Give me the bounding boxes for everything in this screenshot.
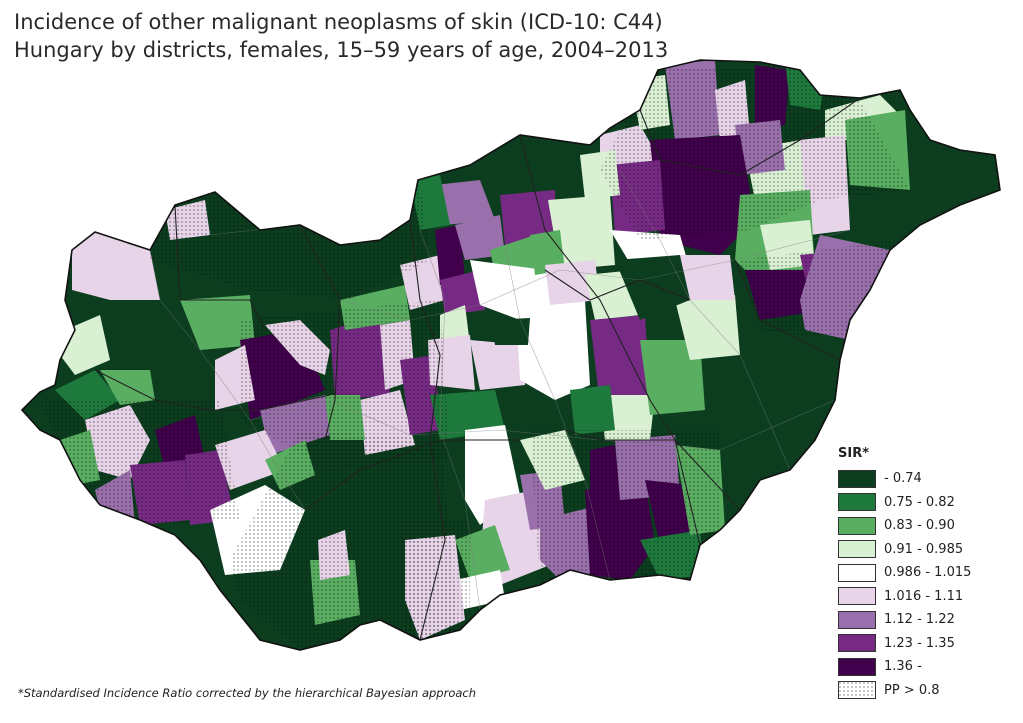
legend-swatch xyxy=(838,516,876,535)
county-border xyxy=(564,429,701,546)
district-region xyxy=(515,290,590,400)
district-region xyxy=(615,255,690,320)
legend-label: 1.016 - 1.11 xyxy=(884,588,964,604)
district-region xyxy=(72,232,160,300)
legend-label: 1.12 - 1.22 xyxy=(884,612,955,628)
county-border xyxy=(174,204,266,331)
county-borders xyxy=(94,97,861,641)
district-region xyxy=(440,270,485,315)
district-region xyxy=(640,340,705,415)
district-region xyxy=(675,295,740,360)
legend-row: 1.016 - 1.11 xyxy=(838,585,1018,609)
legend-row: - 0.74 xyxy=(838,467,1018,491)
county-border xyxy=(544,269,691,301)
district-region xyxy=(548,195,615,270)
legend-swatch xyxy=(838,634,876,653)
legend: SIR* - 0.74 0.75 - 0.82 0.83 - 0.90 0.91 - … xyxy=(838,446,1018,702)
district-region xyxy=(435,180,495,225)
legend-row-pp: PP > 0.8 xyxy=(838,679,1018,703)
district-region xyxy=(455,215,505,260)
title-line-1: Incidence of other malignant neoplasms o… xyxy=(14,10,663,34)
legend-label: 1.23 - 1.35 xyxy=(884,635,955,651)
district-region xyxy=(545,260,600,305)
district-region xyxy=(530,230,565,275)
district-region xyxy=(680,255,735,300)
legend-row: 0.91 - 0.985 xyxy=(838,538,1018,562)
county-border xyxy=(639,97,861,176)
legend-label: 0.83 - 0.90 xyxy=(884,518,955,534)
county-border xyxy=(734,259,841,361)
border-line xyxy=(419,229,481,611)
legend-label: 1.36 - xyxy=(884,659,922,675)
legend-row: 0.986 - 1.015 xyxy=(838,561,1018,585)
county-border xyxy=(519,134,741,511)
legend-label: 0.986 - 1.015 xyxy=(884,565,972,581)
legend-swatch xyxy=(838,563,876,582)
footnote: *Standardised Incidence Ratio corrected … xyxy=(18,686,477,700)
legend-row: 1.12 - 1.22 xyxy=(838,608,1018,632)
border-line xyxy=(504,244,611,581)
title-line-2: Hungary by districts, females, 15–59 yea… xyxy=(14,38,669,62)
legend-swatch xyxy=(838,657,876,676)
legend-swatch xyxy=(838,540,876,559)
legend-row: 1.23 - 1.35 xyxy=(838,632,1018,656)
legend-rows: - 0.74 0.75 - 0.82 0.83 - 0.90 0.91 - 0.985… xyxy=(838,467,1018,679)
dot-pattern-region xyxy=(40,400,240,525)
legend-label: 0.75 - 0.82 xyxy=(884,494,955,510)
legend-swatch xyxy=(838,610,876,629)
legend-row: 0.83 - 0.90 xyxy=(838,514,1018,538)
border-line xyxy=(249,399,836,451)
county-border xyxy=(94,369,331,411)
legend-title: SIR* xyxy=(838,446,870,461)
district-region xyxy=(100,370,155,405)
legend-swatch-dots xyxy=(838,681,876,700)
district-region xyxy=(492,318,530,345)
district-region xyxy=(180,295,255,350)
legend-label: - 0.74 xyxy=(884,471,922,487)
dot-pattern-region xyxy=(240,300,450,470)
legend-row: 0.75 - 0.82 xyxy=(838,491,1018,515)
district-region xyxy=(500,190,555,245)
legend-label: 0.91 - 0.985 xyxy=(884,541,964,557)
dot-pattern-region xyxy=(230,430,460,650)
dot-pattern-region xyxy=(530,430,720,585)
dot-pattern-region xyxy=(600,65,910,240)
county-border xyxy=(304,439,520,511)
legend-swatch xyxy=(838,493,876,512)
county-border xyxy=(299,224,341,441)
legend-swatch xyxy=(838,469,876,488)
district-region xyxy=(590,315,650,405)
border-line xyxy=(149,249,306,511)
district-region xyxy=(435,225,465,285)
district-region xyxy=(470,340,525,390)
legend-label-pp: PP > 0.8 xyxy=(884,682,940,698)
legend-swatch xyxy=(838,587,876,606)
county-border xyxy=(409,219,446,641)
map-title: Incidence of other malignant neoplasms o… xyxy=(14,8,668,64)
legend-row: 1.36 - xyxy=(838,655,1018,679)
district-region xyxy=(570,385,615,435)
